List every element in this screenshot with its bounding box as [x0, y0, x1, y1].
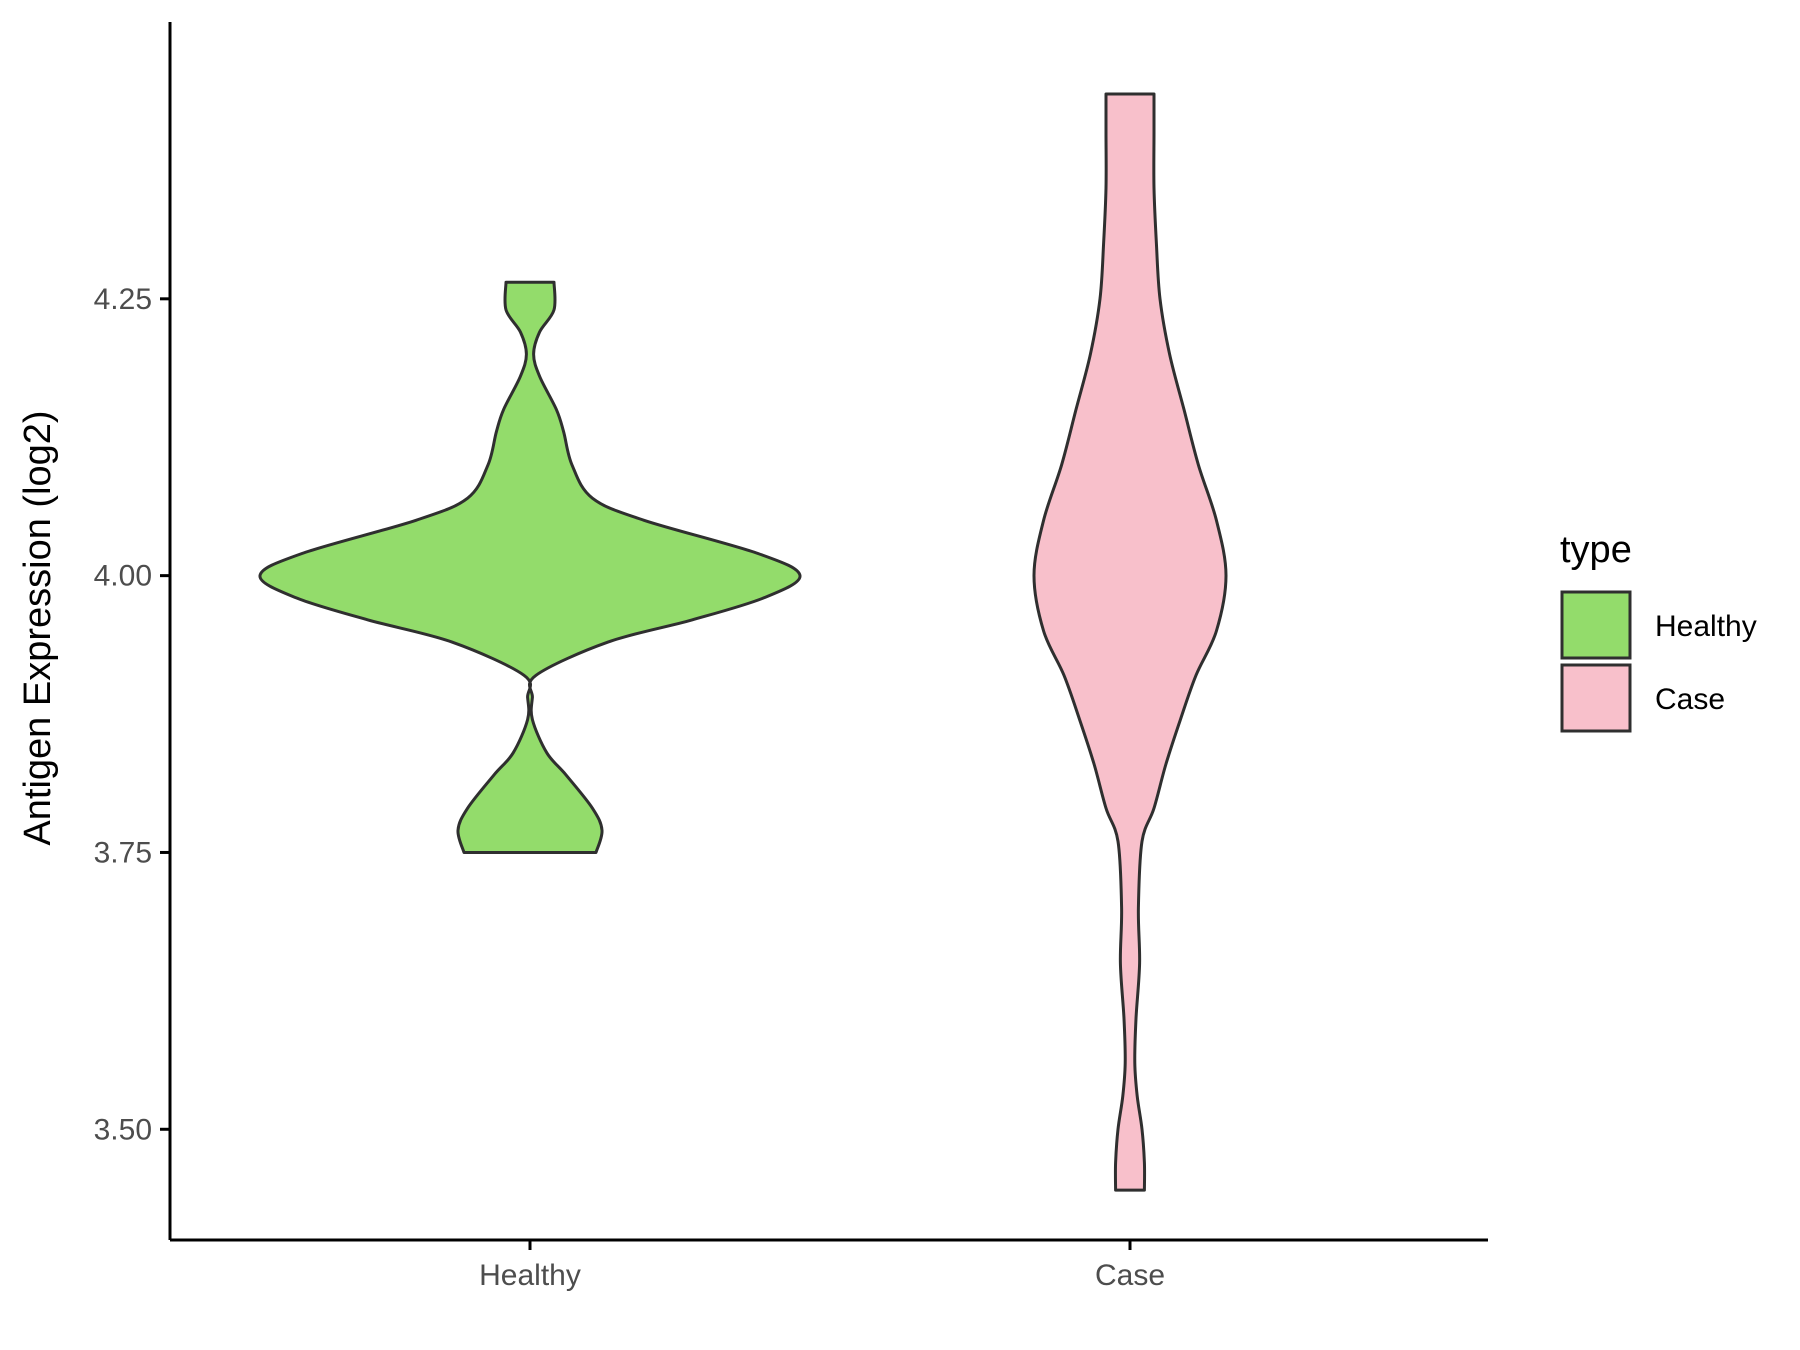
legend: type Healthy Case — [1560, 529, 1757, 733]
legend-title: type — [1560, 529, 1632, 571]
violin-group — [258, 92, 1228, 1192]
y-tick-label: 4.25 — [94, 283, 152, 316]
violin-healthy — [258, 280, 802, 854]
y-tick-label: 4.00 — [94, 560, 152, 593]
y-tick-label: 3.50 — [94, 1113, 152, 1146]
legend-key-case — [1560, 663, 1632, 733]
x-tick-label: Healthy — [479, 1259, 581, 1292]
legend-label-case: Case — [1655, 683, 1725, 716]
axes: 3.50 3.75 4.00 4.25 Healthy Case — [94, 22, 1488, 1292]
y-ticks: 3.50 3.75 4.00 4.25 — [94, 283, 170, 1146]
y-axis-title: Antigen Expression (log2) — [17, 410, 59, 845]
x-tick-label: Case — [1095, 1259, 1165, 1292]
legend-label-healthy: Healthy — [1655, 610, 1757, 643]
x-ticks: Healthy Case — [479, 1240, 1165, 1292]
y-tick-label: 3.75 — [94, 836, 152, 869]
violin-case — [1032, 92, 1228, 1192]
legend-key-healthy — [1560, 590, 1632, 660]
legend-entries: Healthy Case — [1560, 590, 1757, 733]
